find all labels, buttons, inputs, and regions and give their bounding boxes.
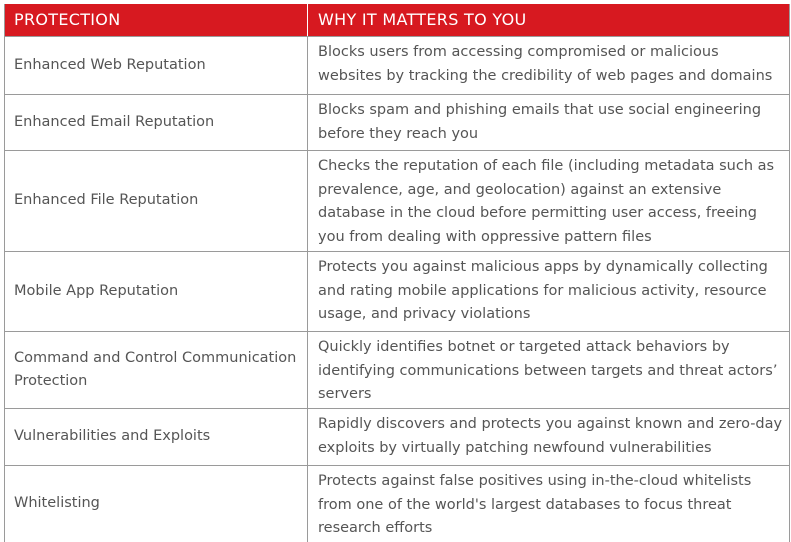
protection-description: Blocks users from accessing compromised … bbox=[318, 44, 773, 84]
protection-name: Command and Control Communication Protec… bbox=[5, 332, 308, 408]
protection-name: Enhanced Email Reputation bbox=[5, 95, 308, 150]
header-protection: PROTECTION bbox=[5, 4, 308, 36]
table-row: Mobile App Reputation Protects you again… bbox=[5, 251, 789, 331]
protection-description: Blocks spam and phishing emails that use… bbox=[318, 102, 762, 142]
table-row: Enhanced Email Reputation Blocks spam an… bbox=[5, 94, 789, 150]
table-row: Enhanced File Reputation Checks the repu… bbox=[5, 150, 789, 251]
protection-name: Vulnerabilities and Exploits bbox=[5, 409, 308, 465]
protection-name: Enhanced File Reputation bbox=[5, 151, 308, 251]
protection-description: Rapidly discovers and protects you again… bbox=[318, 416, 783, 456]
protection-description: Protects you against malicious apps by d… bbox=[318, 259, 768, 322]
protection-description: Quickly identifies botnet or targeted at… bbox=[318, 339, 778, 402]
protection-name: Enhanced Web Reputation bbox=[5, 37, 308, 94]
protection-name: Mobile App Reputation bbox=[5, 252, 308, 331]
table-row: Vulnerabilities and Exploits Rapidly dis… bbox=[5, 408, 789, 465]
table-row: Enhanced Web Reputation Blocks users fro… bbox=[5, 36, 789, 94]
header-why-it-matters: WHY IT MATTERS TO YOU bbox=[318, 10, 527, 29]
table-row: Command and Control Communication Protec… bbox=[5, 331, 789, 408]
protection-name: Whitelisting bbox=[5, 466, 308, 542]
table-row: Whitelisting Protects against false posi… bbox=[5, 465, 789, 542]
protection-table: PROTECTION WHY IT MATTERS TO YOU Enhance… bbox=[4, 4, 790, 542]
protection-description: Protects against false positives using i… bbox=[318, 473, 752, 536]
protection-description: Checks the reputation of each file (incl… bbox=[318, 158, 775, 245]
table-header: PROTECTION WHY IT MATTERS TO YOU bbox=[5, 4, 789, 36]
